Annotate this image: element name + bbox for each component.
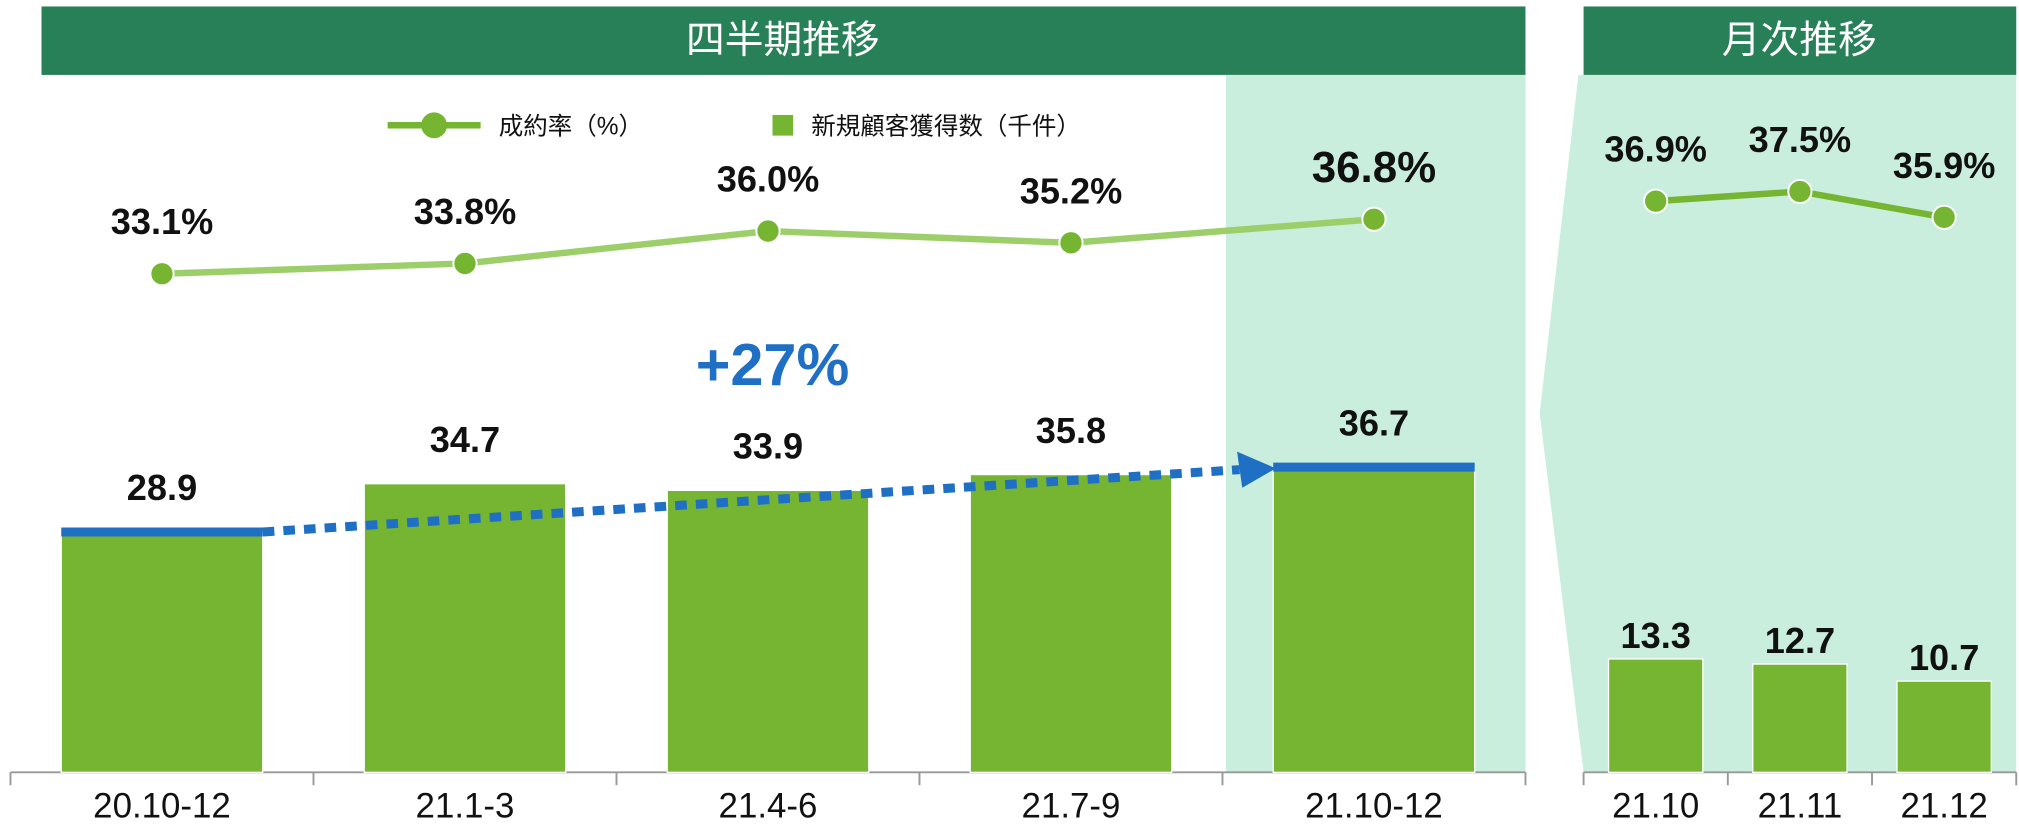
data-label: 33.1% <box>111 201 214 242</box>
header <box>41 6 1526 75</box>
bar <box>1272 466 1476 773</box>
monthly-panel <box>1539 74 2017 773</box>
data-label: 35.8 <box>1036 410 1106 451</box>
data-label: 34.7 <box>430 419 500 460</box>
annotation: +27% <box>696 331 850 398</box>
x-tick-label: 21.11 <box>1758 787 1843 824</box>
legend-marker <box>421 112 448 139</box>
x-tick-label: 21.4-6 <box>719 787 818 824</box>
line-marker <box>1361 206 1387 232</box>
data-label: 36.0% <box>717 159 820 200</box>
chart-title: 月次推移 <box>1722 19 1877 62</box>
x-tick-label: 21.12 <box>1901 787 1988 824</box>
arrow-head <box>1237 451 1276 488</box>
data-label: 35.9% <box>1893 145 1996 186</box>
x-tick-label: 21.1-3 <box>416 787 515 824</box>
data-label: 33.8% <box>414 191 517 232</box>
bar <box>1752 663 1848 773</box>
bar <box>666 489 870 773</box>
bar <box>1896 680 1992 773</box>
line-marker <box>755 218 781 244</box>
line-marker <box>1787 178 1813 205</box>
data-label: 37.5% <box>1749 119 1852 160</box>
data-label: 10.7 <box>1909 637 1979 678</box>
data-label: 36.9% <box>1604 129 1707 170</box>
bar <box>1607 658 1704 773</box>
legend-label: 成約率（%） <box>499 112 643 140</box>
line-marker <box>1643 188 1669 214</box>
legend-marker <box>772 114 794 136</box>
x-tick-label: 21.7-9 <box>1022 787 1121 824</box>
data-label: 33.9 <box>733 426 803 467</box>
data-label: 36.8% <box>1312 143 1437 192</box>
data-label: 28.9 <box>127 467 197 508</box>
x-tick-label: 21.10 <box>1612 787 1699 824</box>
trend-arrow <box>262 465 1240 537</box>
data-label: 12.7 <box>1765 620 1835 661</box>
bar <box>969 473 1173 773</box>
header <box>1583 6 2017 75</box>
data-label: 13.3 <box>1621 615 1691 656</box>
bar <box>363 483 567 773</box>
line-marker <box>452 250 478 277</box>
x-tick-label: 20.10-12 <box>93 787 231 824</box>
data-label: 35.2% <box>1020 170 1123 211</box>
chart-title: 四半期推移 <box>686 19 880 62</box>
line-marker <box>1931 204 1957 230</box>
x-tick-label: 21.10-12 <box>1305 787 1443 824</box>
bar <box>60 531 264 773</box>
line-marker <box>1058 230 1084 256</box>
data-label: 36.7 <box>1339 402 1409 443</box>
line-marker <box>149 261 175 287</box>
legend-label: 新規顧客獲得数（千件） <box>811 112 1081 140</box>
